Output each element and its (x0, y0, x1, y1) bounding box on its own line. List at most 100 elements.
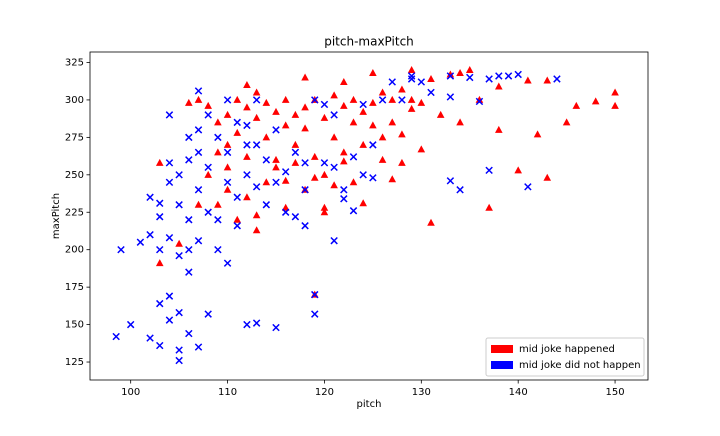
point (465, 65, 474, 73)
y-tick-label: 225 (65, 207, 84, 218)
point (233, 215, 242, 223)
point (136, 238, 145, 246)
point (407, 104, 416, 112)
point (378, 133, 387, 141)
point (272, 107, 280, 115)
point (165, 178, 174, 187)
point (330, 91, 338, 99)
y-tick-label: 150 (65, 320, 84, 331)
point (156, 213, 164, 221)
point (572, 101, 581, 109)
x-tick-label: 120 (315, 387, 334, 398)
legend-box (485, 337, 645, 377)
point (504, 72, 513, 80)
point (223, 110, 232, 118)
point (495, 72, 503, 80)
point (398, 158, 406, 166)
point (194, 236, 203, 245)
point (156, 341, 164, 350)
point (330, 181, 338, 189)
point (340, 101, 348, 109)
point (543, 76, 552, 84)
y-tick-label: 275 (65, 132, 84, 143)
point (446, 70, 455, 78)
x-tick-label: 100 (121, 387, 140, 398)
point (514, 70, 522, 79)
point (272, 155, 280, 163)
point (320, 113, 329, 121)
point (252, 113, 261, 121)
point (320, 208, 329, 216)
point (223, 96, 232, 104)
point (223, 185, 232, 193)
point (359, 100, 367, 109)
point (388, 78, 396, 86)
point (175, 201, 183, 209)
point (175, 251, 183, 260)
point (252, 88, 261, 96)
point (320, 170, 329, 178)
point (291, 110, 300, 118)
point (146, 334, 154, 342)
point (349, 178, 358, 186)
point (301, 159, 309, 167)
point (146, 193, 154, 202)
point (165, 233, 174, 242)
point (165, 292, 174, 300)
point (117, 245, 125, 254)
point (562, 118, 571, 126)
point (446, 72, 455, 80)
point (243, 141, 251, 149)
legend-label: mid joke did not happen (519, 360, 641, 371)
point (466, 73, 474, 82)
point (291, 213, 300, 221)
point (272, 323, 280, 332)
legend-swatch (491, 361, 513, 369)
point (185, 216, 193, 224)
point (262, 156, 271, 164)
y-tick-label: 250 (65, 170, 84, 181)
point (417, 98, 426, 106)
point (175, 308, 183, 317)
point (233, 128, 242, 136)
legend-label: mid joke happened (519, 344, 615, 355)
x-axis-label: pitch (357, 399, 382, 410)
point (233, 222, 241, 230)
point (204, 111, 212, 119)
plot-area (112, 65, 619, 365)
y-axis-label: maxPitch (51, 193, 62, 239)
point (340, 77, 348, 85)
point (112, 332, 120, 341)
point (204, 208, 212, 216)
point (388, 118, 397, 126)
point (398, 130, 406, 138)
point (252, 141, 261, 149)
point (388, 95, 397, 103)
point (155, 259, 164, 267)
point (175, 346, 183, 354)
point (243, 193, 251, 201)
point (311, 310, 319, 318)
point (427, 74, 435, 82)
point (272, 163, 280, 171)
point (243, 320, 251, 329)
point (243, 152, 251, 160)
point (407, 65, 416, 73)
point (281, 208, 290, 216)
point (369, 121, 377, 129)
point (194, 186, 203, 194)
point (281, 203, 290, 211)
point (456, 118, 464, 126)
point (543, 173, 552, 181)
point (310, 173, 319, 181)
point (446, 93, 455, 101)
point (185, 245, 193, 254)
point (369, 68, 377, 76)
point (311, 96, 319, 104)
point (340, 157, 348, 165)
point (233, 95, 242, 103)
point (243, 121, 251, 130)
x-tick-label: 130 (412, 387, 431, 398)
point (243, 171, 251, 179)
point (272, 178, 280, 187)
